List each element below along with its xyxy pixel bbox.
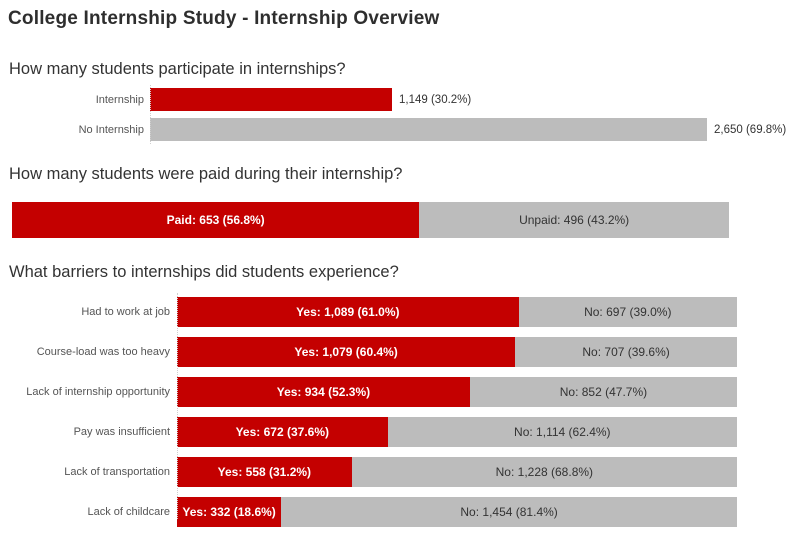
barrier-segment-yes[interactable]: Yes: 934 (52.3%) bbox=[177, 377, 470, 407]
paid-chart: Paid: 653 (56.8%) Unpaid: 496 (43.2%) bbox=[12, 202, 729, 238]
barrier-stack: Yes: 934 (52.3%) No: 852 (47.7%) bbox=[177, 377, 737, 407]
bar-row: Pay was insufficient Yes: 672 (37.6%) No: … bbox=[8, 417, 800, 447]
barriers-chart: Had to work at job Yes: 1,089 (61.0%) No: … bbox=[8, 293, 800, 527]
barrier-stack: Yes: 672 (37.6%) No: 1,114 (62.4%) bbox=[177, 417, 737, 447]
barrier-segment-yes[interactable]: Yes: 558 (31.2%) bbox=[177, 457, 352, 487]
bar-row: Lack of childcare Yes: 332 (18.6%) No: 1,4… bbox=[8, 497, 800, 527]
barrier-segment-yes[interactable]: Yes: 1,079 (60.4%) bbox=[177, 337, 516, 367]
participation-bar-no-internship[interactable] bbox=[150, 118, 707, 141]
barrier-segment-no[interactable]: No: 1,454 (81.4%) bbox=[281, 497, 737, 527]
barrier-stack: Yes: 332 (18.6%) No: 1,454 (81.4%) bbox=[177, 497, 737, 527]
participation-question-title: How many students participate in interns… bbox=[9, 60, 346, 78]
category-label: Pay was insufficient bbox=[73, 426, 170, 438]
category-label: No Internship bbox=[78, 123, 144, 136]
barrier-segment-yes[interactable]: Yes: 332 (18.6%) bbox=[177, 497, 282, 527]
barrier-segment-no[interactable]: No: 852 (47.7%) bbox=[469, 377, 737, 407]
barrier-stack: Yes: 558 (31.2%) No: 1,228 (68.8%) bbox=[177, 457, 737, 487]
category-label: Internship bbox=[95, 93, 144, 106]
barrier-segment-yes[interactable]: Yes: 672 (37.6%) bbox=[177, 417, 388, 447]
paid-segment-unpaid[interactable]: Unpaid: 496 (43.2%) bbox=[419, 202, 729, 238]
barrier-stack: Yes: 1,089 (61.0%) No: 697 (39.0%) bbox=[177, 297, 737, 327]
category-label: Had to work at job bbox=[81, 306, 170, 318]
category-label: Lack of childcare bbox=[87, 506, 170, 518]
participation-chart: Internship 1,149 (30.2%) No Internship 2,65… bbox=[8, 85, 800, 144]
dashboard-title: College Internship Study - Internship Ov… bbox=[8, 8, 440, 29]
bar-row: Had to work at job Yes: 1,089 (61.0%) No: … bbox=[8, 297, 800, 327]
category-label: Course-load was too heavy bbox=[36, 346, 170, 358]
bar-row: Lack of transportation Yes: 558 (31.2%) No… bbox=[8, 457, 800, 487]
bar-row: No Internship 2,650 (69.8%) bbox=[8, 118, 800, 141]
barriers-question-title: What barriers to internships did student… bbox=[9, 263, 399, 281]
barrier-segment-no[interactable]: No: 1,114 (62.4%) bbox=[387, 417, 737, 447]
category-label: Lack of internship opportunity bbox=[26, 386, 170, 398]
bar-row: Course-load was too heavy Yes: 1,079 (60.… bbox=[8, 337, 800, 367]
barrier-segment-no[interactable]: No: 1,228 (68.8%) bbox=[351, 457, 737, 487]
barrier-segment-yes[interactable]: Yes: 1,089 (61.0%) bbox=[177, 297, 519, 327]
category-label: Lack of transportation bbox=[64, 466, 170, 478]
value-label: 2,650 (69.8%) bbox=[714, 123, 787, 136]
paid-question-title: How many students were paid during their… bbox=[9, 165, 403, 183]
value-label: 1,149 (30.2%) bbox=[399, 93, 472, 106]
bar-row: Lack of internship opportunity Yes: 934 (… bbox=[8, 377, 800, 407]
participation-bar-internship[interactable] bbox=[150, 88, 392, 111]
paid-segment-paid[interactable]: Paid: 653 (56.8%) bbox=[12, 202, 420, 238]
barrier-segment-no[interactable]: No: 697 (39.0%) bbox=[518, 297, 737, 327]
bar-row: Internship 1,149 (30.2%) bbox=[8, 88, 800, 111]
barrier-stack: Yes: 1,079 (60.4%) No: 707 (39.6%) bbox=[177, 337, 737, 367]
barrier-segment-no[interactable]: No: 707 (39.6%) bbox=[515, 337, 737, 367]
